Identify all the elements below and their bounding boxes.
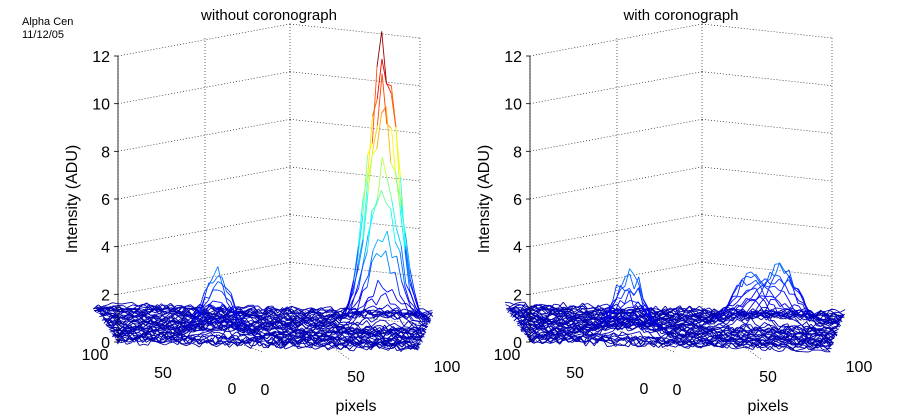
right-axis-tick: 100 — [434, 359, 461, 376]
grid-line — [701, 71, 833, 86]
grid-line — [117, 71, 291, 104]
surface-plot-2: 0 2 4 6 8 10 12 with coronograph Intensity (ADU)… — [476, 7, 872, 415]
grid-line — [117, 119, 291, 152]
grid-line — [117, 23, 291, 57]
left-axis-tick: 50 — [566, 365, 584, 382]
grid-line — [289, 214, 421, 229]
left-axis-tick: 100 — [494, 347, 521, 364]
left-axis-tick: 100 — [82, 347, 109, 364]
grid-line — [701, 119, 833, 134]
grid-line — [529, 119, 703, 152]
z-tick-label: 8 — [101, 144, 110, 161]
z-tick-label: 8 — [513, 144, 522, 161]
right-axis-tick: 100 — [846, 359, 873, 376]
grid-line — [529, 71, 703, 104]
z-tick-label: 6 — [101, 192, 110, 209]
grid-line — [289, 23, 421, 39]
grid-line — [289, 71, 421, 86]
right-axis-tick: 50 — [759, 369, 777, 386]
annotation-label: Alpha Cen 11/12/05 — [22, 16, 73, 42]
z-tick-label: 12 — [504, 49, 522, 66]
z-tick-label: 12 — [92, 49, 110, 66]
left-axis-tick: 0 — [228, 381, 237, 398]
grid-line — [701, 315, 763, 361]
surface-mesh — [504, 262, 846, 353]
x-axis-label: pixels — [748, 398, 789, 415]
grid-line — [289, 166, 421, 182]
grid-line — [701, 166, 833, 182]
grid-line — [204, 329, 263, 353]
chart-title: with coronograph — [622, 7, 738, 24]
surface-mesh — [92, 31, 434, 352]
z-tick-label: 0 — [513, 335, 522, 352]
surface-plot-1: 0 2 4 6 8 10 12 without coronograph Intensity (A… — [64, 7, 460, 415]
grid-line — [117, 166, 291, 200]
z-axis-label: Intensity (ADU) — [64, 145, 81, 253]
z-axis-label: Intensity (ADU) — [476, 145, 493, 253]
z-tick-label: 4 — [101, 240, 110, 257]
z-tick-label: 2 — [101, 287, 110, 304]
right-axis-tick: 0 — [673, 382, 682, 399]
z-tick-label: 6 — [513, 192, 522, 209]
left-axis-tick: 50 — [154, 365, 172, 382]
grid-line — [529, 23, 703, 57]
grid-line — [701, 262, 833, 277]
object-name: Alpha Cen — [22, 16, 74, 28]
grid-line — [529, 214, 703, 247]
right-axis-tick: 0 — [261, 382, 270, 399]
observation-date: 11/12/05 — [22, 29, 65, 41]
x-axis-label: pixels — [336, 398, 377, 415]
z-tick-label: 0 — [101, 335, 110, 352]
grid-line — [701, 23, 833, 39]
grid-line — [117, 262, 291, 295]
z-tick-label: 10 — [92, 97, 110, 114]
grid-line — [289, 262, 421, 277]
chart-title: without coronograph — [200, 7, 337, 24]
grid-line — [117, 214, 291, 247]
right-axis-tick: 50 — [347, 369, 365, 386]
grid-line — [701, 214, 833, 229]
z-tick-label: 2 — [513, 287, 522, 304]
left-axis-tick: 0 — [640, 381, 649, 398]
z-tick-label: 10 — [504, 97, 522, 114]
grid-line — [529, 262, 703, 295]
z-tick-label: 4 — [513, 240, 522, 257]
grid-line — [289, 119, 421, 134]
grid-line — [529, 166, 703, 200]
